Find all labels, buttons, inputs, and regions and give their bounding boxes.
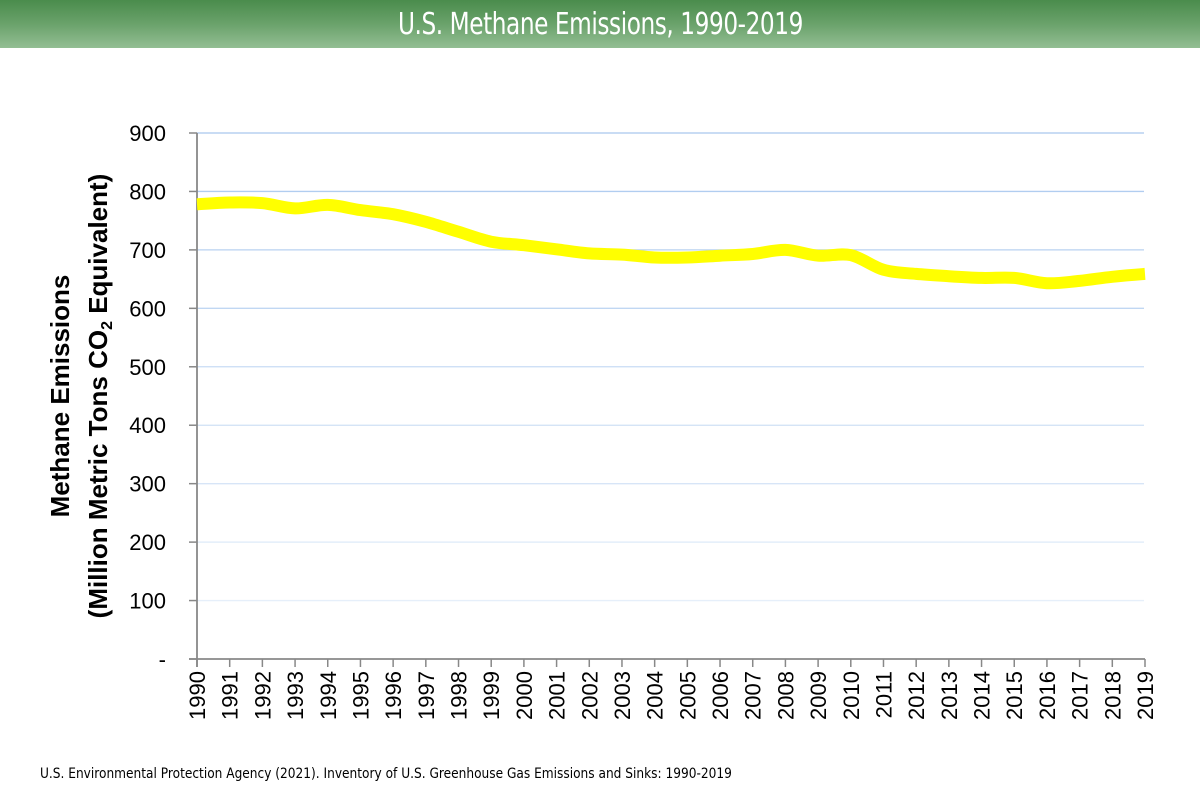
y-axis-title-line2: (Million Metric Tons CO2 Equivalent) [79,174,117,619]
data-point-1999 [485,236,497,248]
data-point-2003 [616,249,628,261]
x-tick-label: 2011 [871,671,896,718]
x-tick-label: 2015 [1002,671,1027,720]
x-tick-label: 1997 [414,671,439,720]
data-point-2000 [518,239,530,251]
data-point-1996 [387,208,399,220]
data-point-1990 [191,198,203,210]
x-tick-label: 1991 [218,671,243,720]
x-tick-label: 2009 [806,671,831,720]
data-point-2014 [976,272,988,284]
data-point-2019 [1139,268,1151,280]
chart-title: U.S. Methane Emissions, 1990-2019 [397,6,803,42]
y-tick-label: 400 [129,413,166,438]
x-tick-label: 2004 [643,671,668,720]
y-tick-label: 900 [129,121,166,146]
data-point-1998 [453,226,465,238]
data-point-2005 [681,251,693,263]
x-tick-label: 2010 [839,671,864,720]
x-tick-label: 1993 [283,671,308,720]
x-tick-label: 1994 [316,671,341,720]
y-tick-label: 100 [129,589,166,614]
data-point-2006 [714,250,726,262]
data-point-2012 [910,268,922,280]
y-tick-label: 300 [129,472,166,497]
data-point-2015 [1008,272,1020,284]
gridlines [197,132,1144,602]
x-axis-ticks: 1990 1991 1992 1993 1994 1995 1996 1997 1998 1999… [185,659,1158,720]
x-tick-label: 2007 [741,671,766,720]
x-tick-label: 2003 [610,671,635,720]
data-point-2017 [1074,275,1086,287]
data-point-1997 [420,216,432,228]
x-tick-label: 1990 [185,671,210,720]
data-point-2009 [812,250,824,262]
data-point-2018 [1106,271,1118,283]
y-tick-label: 600 [129,296,166,321]
x-tick-label: 2001 [545,671,570,720]
y-axis-title-line2-prefix: (Million Metric Tons CO [83,329,113,619]
data-point-2016 [1041,277,1053,289]
x-tick-label: 2000 [512,671,537,720]
x-tick-label: 2018 [1100,671,1125,720]
y-axis-title-line1: Methane Emissions [45,274,75,518]
y-tick-label: 700 [129,238,166,263]
data-point-2007 [747,248,759,260]
data-point-2011 [877,264,889,276]
data-point-2001 [551,243,563,255]
x-tick-label: 1998 [447,671,472,720]
x-tick-label: 1995 [348,671,373,720]
x-tick-label: 2005 [675,671,700,720]
y-axis-title-subscript: 2 [99,321,116,330]
data-point-2010 [845,249,857,261]
data-point-1993 [289,202,301,214]
x-tick-label: 2006 [708,671,733,720]
y-tick-label: 800 [129,179,166,204]
y-axis-ticks: - 100 200 300 400 500 600 700 800 900 [129,121,197,672]
x-tick-label: 2013 [937,671,962,720]
x-tick-label: 2017 [1068,671,1093,720]
data-point-2008 [779,244,791,256]
x-tick-label: 1999 [479,671,504,720]
y-tick-label: 200 [129,530,166,555]
y-tick-label: - [159,647,166,672]
data-point-1991 [224,197,236,209]
data-point-2002 [583,247,595,259]
x-tick-label: 2002 [577,671,602,720]
x-tick-label: 2012 [904,671,929,720]
chart-header: U.S. Methane Emissions, 1990-2019 [0,0,1200,48]
x-tick-label: 1992 [250,671,275,720]
data-point-1995 [354,204,366,216]
x-tick-label: 2019 [1133,671,1158,720]
data-point-2013 [943,270,955,282]
source-citation: U.S. Environmental Protection Agency (20… [40,766,732,782]
y-axis-title-line2-suffix: Equivalent) [83,173,113,322]
x-tick-label: 2014 [970,671,995,720]
x-tick-label: 2008 [773,671,798,720]
x-tick-label: 2016 [1035,671,1060,720]
series-line-methane-emissions [196,196,1146,290]
data-point-1994 [322,199,334,211]
y-tick-label: 500 [129,355,166,380]
data-point-2004 [649,251,661,263]
data-point-1992 [256,197,268,209]
x-tick-label: 1996 [381,671,406,720]
